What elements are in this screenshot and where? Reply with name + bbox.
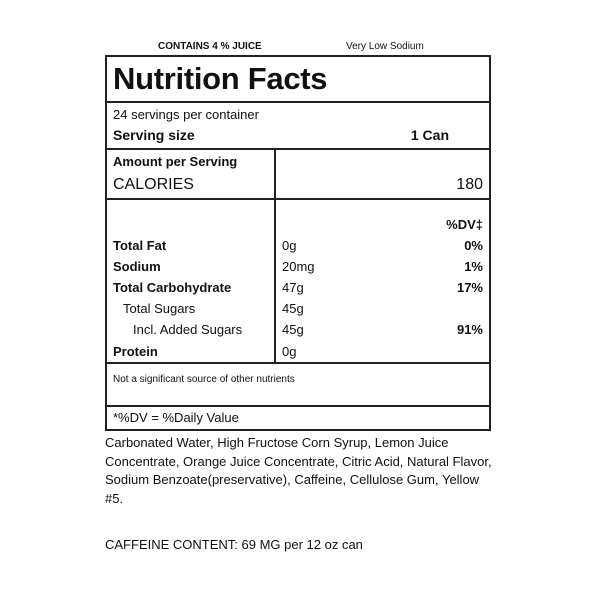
nutrient-name: Sodium (113, 259, 161, 274)
divider (107, 362, 489, 364)
divider (107, 198, 489, 200)
divider (107, 101, 489, 103)
column-divider (274, 148, 276, 362)
caffeine-content: CAFFEINE CONTENT: 69 MG per 12 oz can (105, 537, 363, 552)
nutrient-amount: 0g (282, 238, 297, 253)
ingredients-list: Carbonated Water, High Fructose Corn Syr… (105, 435, 492, 506)
not-significant-note: Not a significant source of other nutrie… (113, 374, 295, 385)
serving-size-value: 1 Can (410, 127, 449, 143)
nutrient-dv: 0% (464, 238, 483, 253)
nutrient-amount: 45g (282, 322, 304, 337)
calories-value: 180 (456, 176, 483, 193)
dv-header: %DV‡ (446, 217, 483, 232)
panel-title: Nutrition Facts (113, 61, 328, 96)
nutrient-dv: 91% (456, 322, 483, 337)
nutrient-name: Incl. Added Sugars (133, 322, 243, 337)
calories-label: CALORIES (113, 176, 194, 193)
divider (107, 405, 489, 407)
serving-size-label: Serving size (113, 127, 195, 143)
nutrient-amount: 45g (282, 301, 304, 316)
servings-per-container: 24 servings per container (113, 107, 259, 122)
nutrient-amount: 47g (282, 280, 304, 295)
nutrient-dv: 1% (464, 259, 483, 274)
dv-footnote: *%DV = %Daily Value (113, 410, 239, 425)
nutrition-facts-panel: Nutrition Facts 24 servings per containe… (105, 55, 491, 431)
amount-per-serving: Amount per Serving (113, 154, 238, 169)
juice-content: CONTAINS 4 % JUICE (158, 41, 262, 52)
nutrient-name: Protein (113, 344, 158, 359)
nutrient-amount: 0g (282, 344, 297, 359)
divider (107, 148, 489, 150)
nutrient-dv: 17% (456, 280, 483, 295)
nutrient-name: Total Sugars (123, 301, 196, 316)
nutrient-name: Total Fat (113, 238, 167, 253)
nutrient-name: Total Carbohydrate (113, 280, 232, 295)
nutrient-amount: 20mg (282, 259, 315, 274)
sodium-claim: Very Low Sodium (346, 41, 424, 52)
